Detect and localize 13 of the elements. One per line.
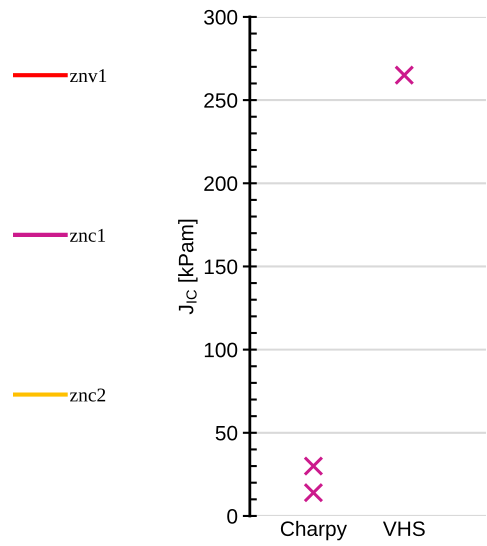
legend-label: znv1: [70, 69, 106, 82]
y-tick-label: 200: [204, 176, 238, 192]
y-tick-label: 0: [227, 508, 238, 524]
y-axis-title: J$_{IC}$ [kPam]: [178, 220, 198, 314]
y-tick-label: 300: [204, 10, 238, 25]
y-tick-label: 100: [204, 342, 238, 358]
legend-label: znc1: [70, 228, 106, 242]
y-tick-label: 150: [204, 259, 238, 274]
y-tick-label: 250: [204, 93, 238, 108]
x-tick-label: Charpy: [280, 520, 347, 540]
legend-label: znc2: [70, 388, 106, 402]
y-tick-label: 50: [216, 426, 238, 441]
x-tick-label: VHS: [382, 521, 425, 536]
